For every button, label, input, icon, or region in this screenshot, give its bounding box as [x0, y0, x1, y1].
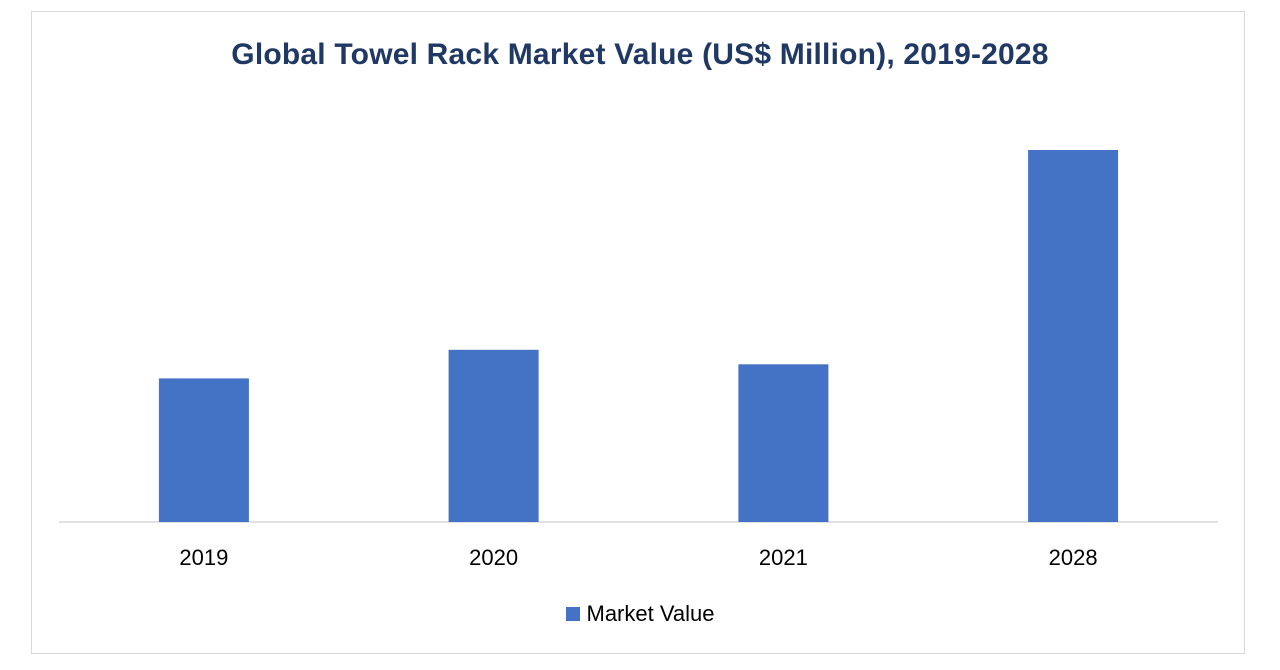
bar-2019 — [158, 378, 249, 522]
bar-2028 — [1028, 150, 1119, 522]
x-axis-tick-labels: 2019 2020 2021 2028 — [179, 545, 1097, 570]
x-tick-label-2020: 2020 — [469, 545, 518, 570]
bar-2020 — [448, 349, 539, 522]
legend-label: Market Value — [586, 601, 715, 626]
legend-swatch — [565, 607, 580, 621]
x-tick-label-2019: 2019 — [179, 545, 228, 570]
legend: Market Value — [0, 601, 1280, 627]
x-tick-label-2028: 2028 — [1049, 545, 1098, 570]
bar-series — [158, 150, 1119, 522]
chart-title: Global Towel Rack Market Value (US$ Mill… — [231, 38, 1049, 71]
x-tick-label-2021: 2021 — [759, 545, 808, 570]
bar-2021 — [738, 364, 829, 522]
